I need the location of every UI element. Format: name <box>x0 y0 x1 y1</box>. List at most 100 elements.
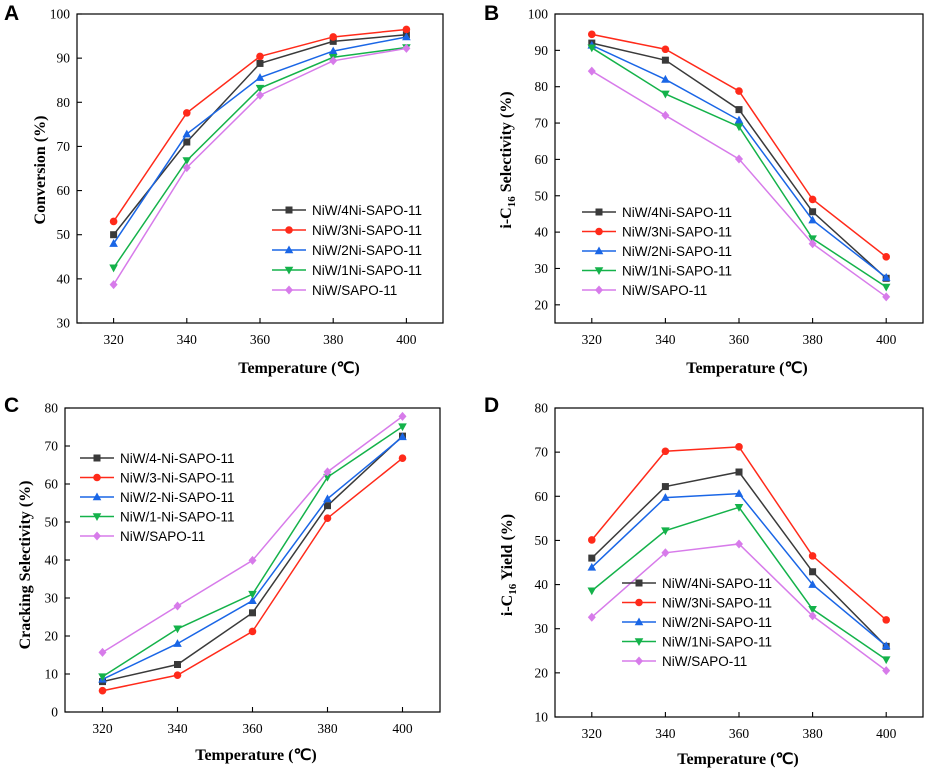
legend-marker-d <box>635 579 643 587</box>
data-point-d-3 <box>661 493 670 501</box>
x-tick-label-c: 380 <box>317 721 338 736</box>
data-point-c-4 <box>323 473 332 482</box>
data-point-a-3 <box>328 46 338 55</box>
legend-marker-d <box>635 656 643 666</box>
data-point-c-5 <box>173 601 182 611</box>
panel-label-a: A <box>4 2 19 25</box>
data-point-a-2 <box>329 33 338 41</box>
legend-marker-c <box>93 454 101 462</box>
legend-label-a: NiW/SAPO-11 <box>312 283 397 298</box>
y-tick-label-b: 30 <box>535 261 549 276</box>
y-tick-label-d: 60 <box>535 489 549 504</box>
data-point-c-3 <box>398 432 407 441</box>
legend-label-c: NiW/1-Ni-SAPO-11 <box>120 510 235 525</box>
x-axis-label-b: Temperature (℃) <box>686 360 808 377</box>
data-point-c-2 <box>398 454 407 462</box>
y-axis-label-c-main: Cracking Selectivity (%) <box>17 481 34 650</box>
legend-marker-d <box>634 638 644 646</box>
data-point-c-2 <box>173 671 182 679</box>
y-axis-label-c: Cracking Selectivity (%) <box>17 481 34 650</box>
legend-marker-a <box>285 226 293 234</box>
y-tick-label-d: 10 <box>535 710 549 725</box>
panel-label-b: B <box>484 2 499 25</box>
data-point-c-5 <box>323 467 332 477</box>
data-point-c-3 <box>248 596 257 604</box>
legend-b: NiW/4Ni-SAPO-11 NiW/3Ni-SAPO-11 NiW/2Ni-SA… <box>582 205 732 298</box>
data-point-d-5 <box>587 612 596 622</box>
y-axis-label-d-rest: Yield (%) <box>499 514 516 584</box>
data-point-b-1 <box>661 56 669 64</box>
data-point-a-3 <box>182 129 192 138</box>
legend-label-a: NiW/4Ni-SAPO-11 <box>312 203 422 218</box>
data-point-b-5 <box>587 66 596 76</box>
chart-b-plot: 320 340 360 380 400 20 30 40 50 60 70 80 90 100 NiW/4N… <box>528 7 924 347</box>
x-tick-label-b: 380 <box>802 332 823 347</box>
y-axis-label-b-main: i-C <box>498 207 515 228</box>
legend-marker-b <box>595 208 603 216</box>
data-point-d-2 <box>882 616 890 624</box>
legend-marker-c <box>92 492 102 501</box>
data-point-b-1 <box>735 106 743 114</box>
data-point-b-2 <box>588 30 596 39</box>
data-point-b-5 <box>882 292 891 302</box>
data-point-c-3 <box>173 639 182 647</box>
legend-label-a: NiW/1Ni-SAPO-11 <box>312 263 422 278</box>
y-axis-label-d: i-C16 Yield (%) <box>499 514 519 616</box>
data-point-b-2 <box>661 45 670 54</box>
data-point-a-3 <box>109 239 118 247</box>
legend-marker-c <box>93 531 101 541</box>
legend-label-b: NiW/1Ni-SAPO-11 <box>622 264 732 279</box>
legend-label-a: NiW/2Ni-SAPO-11 <box>312 243 422 258</box>
legend-marker-a <box>284 266 294 275</box>
data-point-c-4 <box>398 423 407 432</box>
data-point-a-2 <box>402 25 411 34</box>
x-axis-label-a: Temperature (℃) <box>238 360 360 377</box>
y-tick-label-b: 70 <box>535 116 549 131</box>
legend-label-d: NiW/SAPO-11 <box>662 654 747 669</box>
data-point-a-4 <box>182 157 192 166</box>
x-axis-label-d: Temperature (℃) <box>677 751 799 768</box>
y-tick-label-c: 50 <box>45 515 59 530</box>
panel-label-c: C <box>4 394 19 417</box>
x-tick-label-b: 320 <box>582 332 603 347</box>
data-point-a-2 <box>256 52 264 61</box>
x-tick-label-a: 380 <box>323 332 344 347</box>
data-point-a-5 <box>402 43 411 53</box>
y-tick-label-b: 90 <box>535 43 549 58</box>
legend-d: NiW/4Ni-SAPO-11 NiW/3Ni-SAPO-11 NiW/2Ni-SA… <box>622 576 772 669</box>
data-point-a-5 <box>182 163 191 173</box>
data-point-c-1 <box>324 502 331 510</box>
panel-b: B 320 340 360 380 400 20 30 40 50 60 70 80 90 100 NiW/… <box>484 2 924 377</box>
x-tick-label-a: 340 <box>177 332 198 347</box>
legend-label-c: NiW/3-Ni-SAPO-11 <box>120 471 235 486</box>
legend-marker-b <box>595 227 603 236</box>
x-tick-label-a: 360 <box>250 332 271 347</box>
data-point-d-5 <box>661 548 670 558</box>
data-point-c-4 <box>98 673 107 682</box>
y-tick-label-d: 30 <box>535 621 549 636</box>
data-point-b-5 <box>661 110 670 120</box>
y-tick-label-b: 60 <box>535 152 549 167</box>
x-tick-label-d: 340 <box>655 726 676 741</box>
data-point-b-3 <box>808 215 817 224</box>
data-point-a-3 <box>402 32 411 41</box>
legend-label-d: NiW/1Ni-SAPO-11 <box>662 635 772 650</box>
data-point-d-5 <box>735 539 743 549</box>
y-tick-label-a: 100 <box>50 7 71 22</box>
data-point-d-2 <box>661 447 670 456</box>
legend-label-b: NiW/2Ni-SAPO-11 <box>622 244 732 259</box>
data-point-c-4 <box>248 590 257 599</box>
y-tick-label-a: 90 <box>57 51 71 66</box>
panel-c: C 320 340 360 380 400 0 10 20 30 40 50 60 70 80 NiW/4-… <box>4 394 441 764</box>
x-tick-label-b: 340 <box>655 332 676 347</box>
data-point-d-4 <box>661 527 670 536</box>
data-point-a-1 <box>183 138 191 146</box>
y-tick-label-a: 60 <box>57 183 71 198</box>
data-point-a-1 <box>256 59 264 67</box>
y-tick-label-a: 70 <box>57 139 71 154</box>
legend-marker-b <box>594 267 604 275</box>
x-tick-label-b: 400 <box>876 332 897 347</box>
data-point-b-4 <box>587 44 597 53</box>
y-tick-label-d: 80 <box>535 401 549 416</box>
